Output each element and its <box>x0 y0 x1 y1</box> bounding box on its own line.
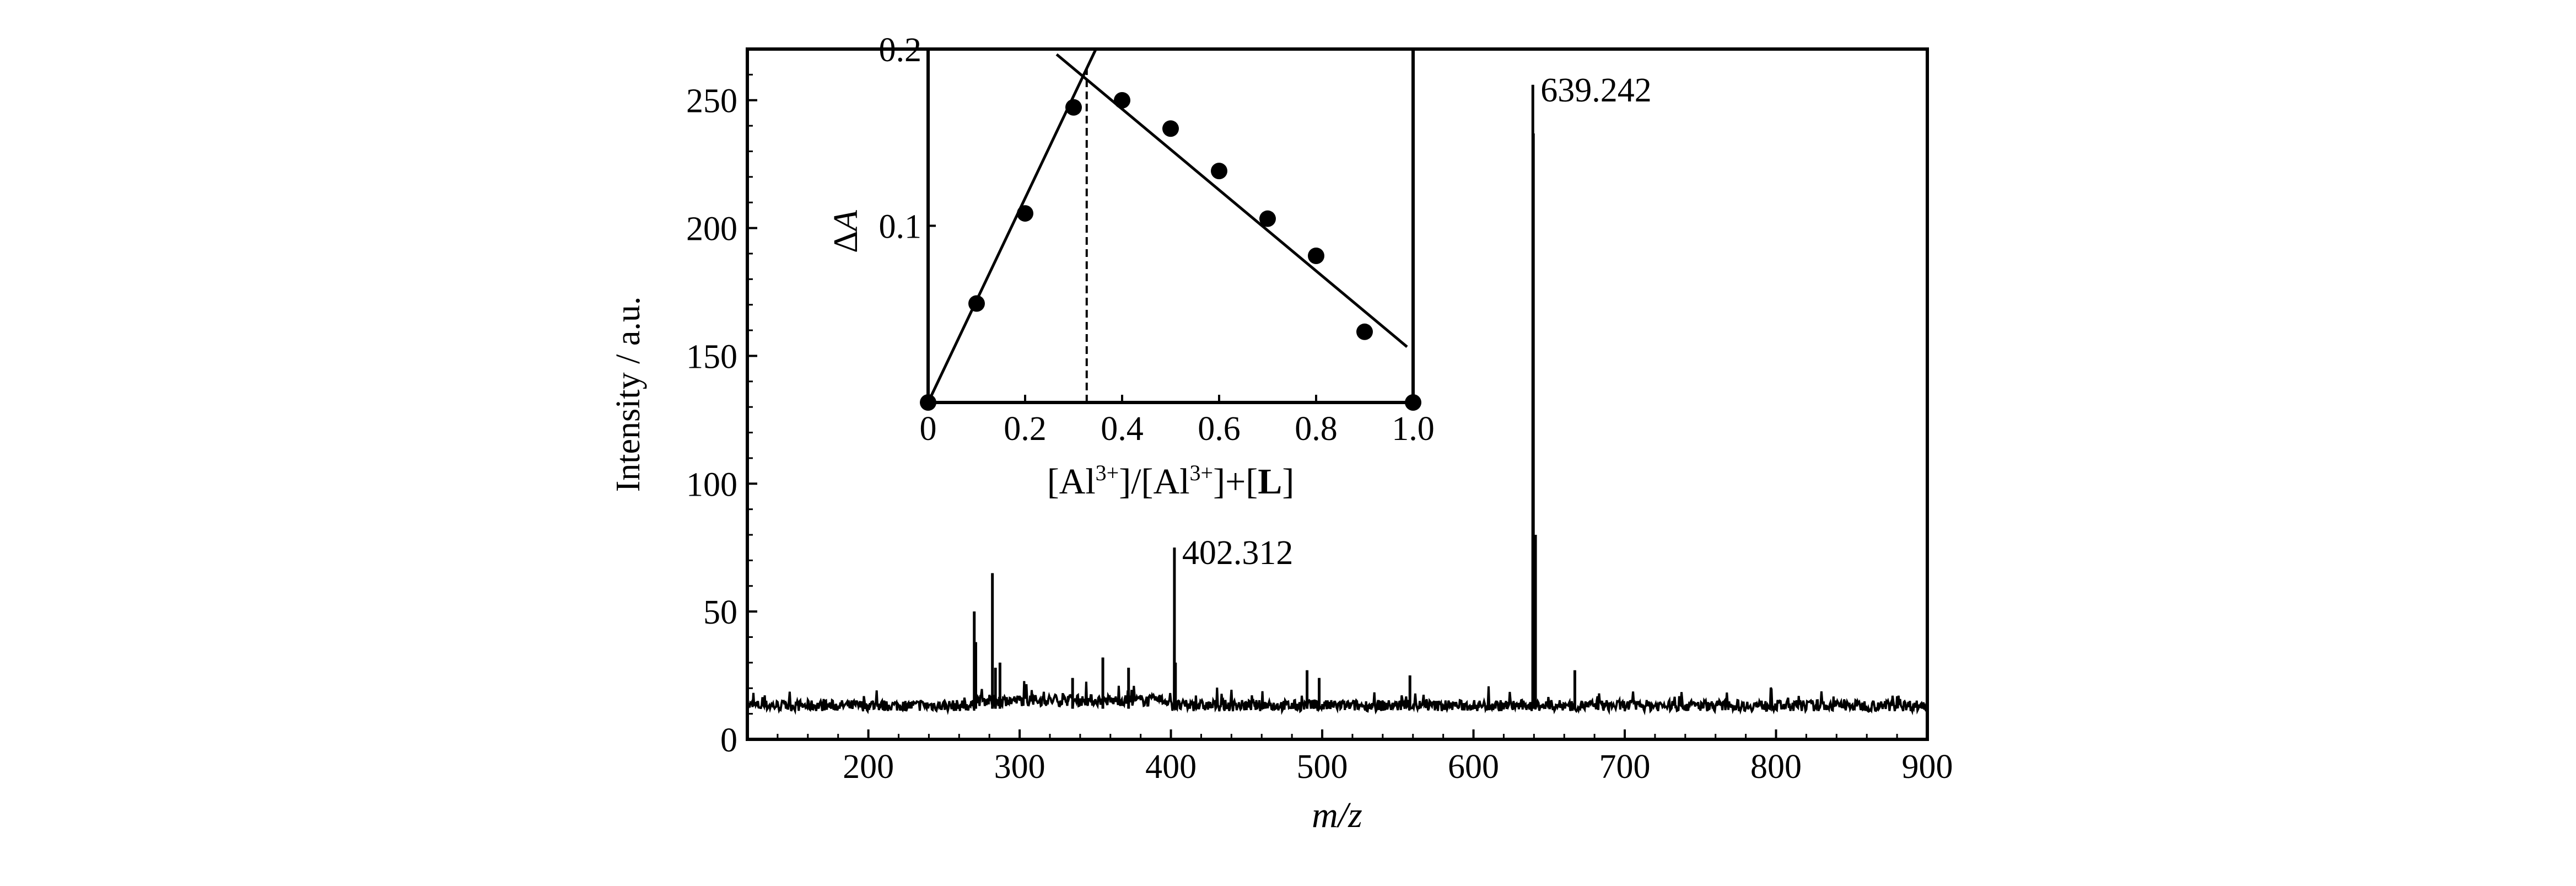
y-tick-label: 150 <box>686 338 737 375</box>
main-y-axis-label: Intensity / a.u. <box>610 297 647 492</box>
x-tick-label: 600 <box>1448 748 1499 786</box>
data-point <box>1162 120 1179 137</box>
inset-x-tick-label: 0 <box>920 410 937 448</box>
x-tick-label: 300 <box>994 748 1046 786</box>
data-point <box>1308 247 1324 264</box>
peak-annotation: 402.312 <box>1182 534 1294 572</box>
y-tick-label: 50 <box>703 594 737 631</box>
main-plot: 200 300 400 500 600 700 800 900 0 50 100 150 200 250 6… <box>686 47 1953 786</box>
data-point <box>1259 210 1276 227</box>
x-tick-label: 400 <box>1145 748 1197 786</box>
inset-x-tick-label: 0.8 <box>1295 410 1338 448</box>
peak-annotation: 639.242 <box>1540 72 1652 109</box>
x-tick-label: 200 <box>843 748 894 786</box>
x-tick-label: 900 <box>1902 748 1953 786</box>
x-tick-label: 700 <box>1599 748 1651 786</box>
y-tick-label: 100 <box>686 466 737 503</box>
inset-y-tick-label: 0.1 <box>879 208 922 246</box>
job-plot-inset: 0 0.2 0.4 0.6 0.8 1.0 0.1 0.2 <box>879 31 1435 448</box>
data-point <box>968 295 985 312</box>
inset-x-axis-label: [Al3+]/[Al3+]+[L] <box>1047 460 1295 502</box>
x-tick-label: 800 <box>1750 748 1802 786</box>
y-tick-label: 250 <box>686 83 737 120</box>
data-point <box>1065 99 1082 116</box>
x-tick-label: 500 <box>1297 748 1348 786</box>
y-tick-label: 0 <box>720 722 737 759</box>
data-point <box>1017 205 1033 222</box>
inset-x-tick-label: 0.2 <box>1004 410 1047 448</box>
inset-y-tick-label: 0.2 <box>879 31 922 69</box>
data-point <box>1114 92 1130 109</box>
inset-x-tick-label: 1.0 <box>1392 410 1435 448</box>
data-point <box>1356 323 1373 340</box>
inset-frame <box>926 47 1415 404</box>
inset-x-tick-label: 0.4 <box>1101 410 1144 448</box>
inset-y-axis-label: ΔA <box>827 210 865 253</box>
spectrum-trace <box>746 84 1928 716</box>
data-point <box>1211 163 1227 180</box>
main-x-axis-label: m/z <box>1312 795 1362 835</box>
inset-x-tick-label: 0.6 <box>1198 410 1241 448</box>
y-tick-label: 200 <box>686 211 737 248</box>
